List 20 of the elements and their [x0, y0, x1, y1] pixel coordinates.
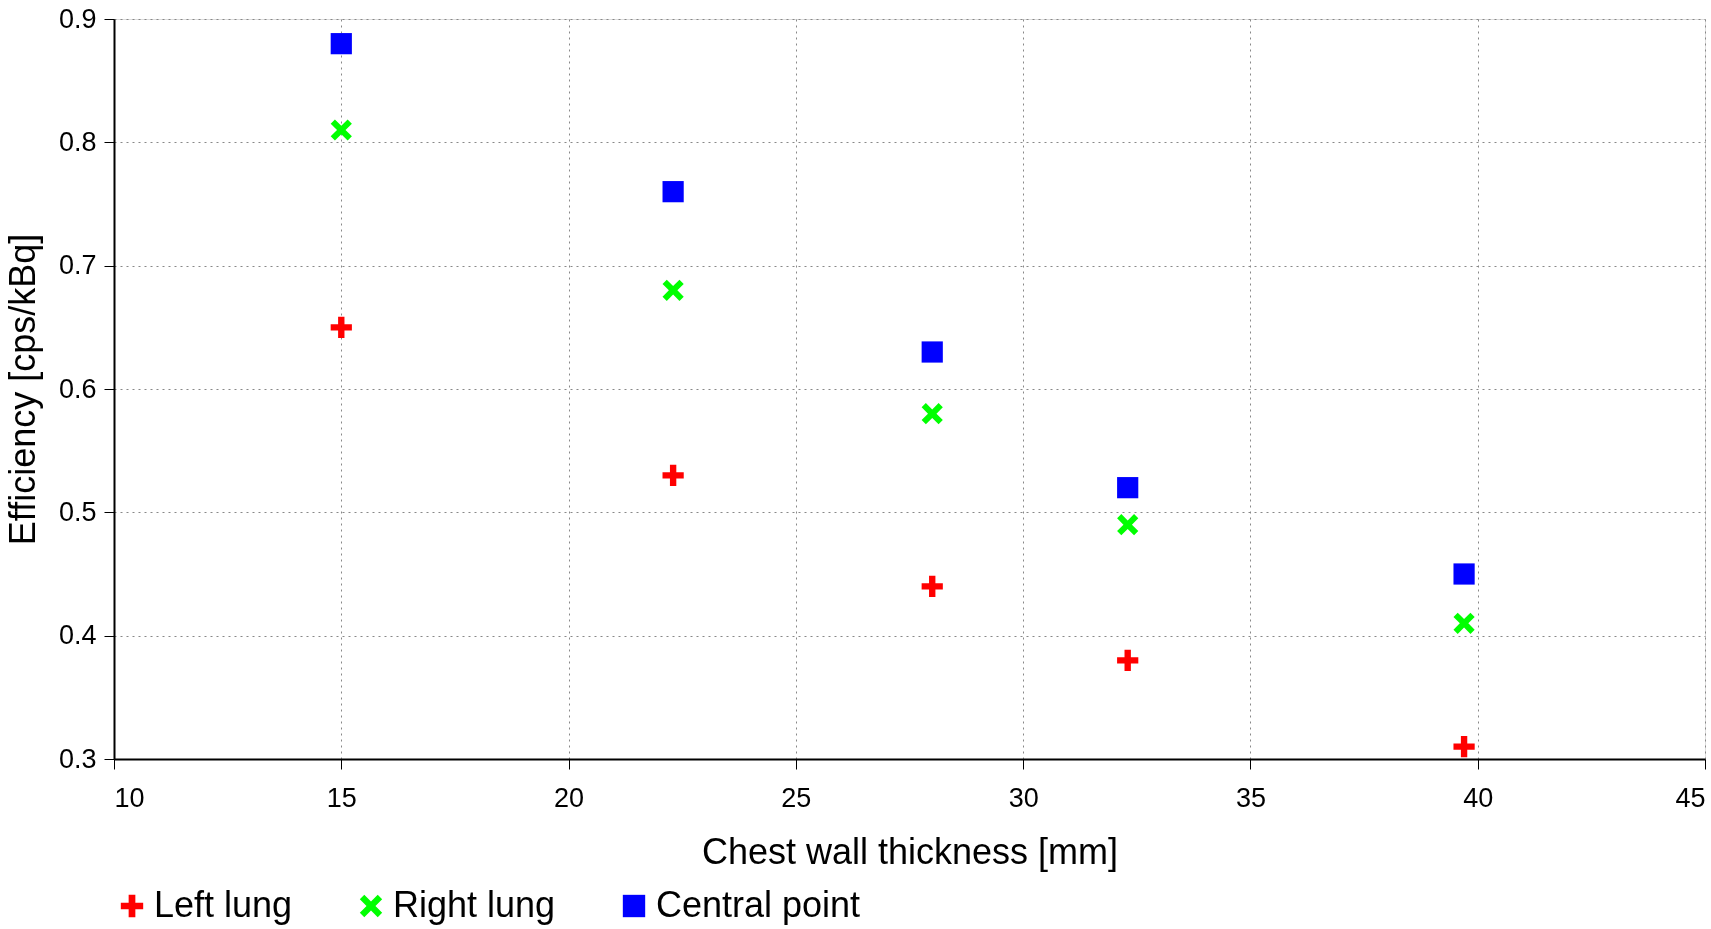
y-tick-label: 0.3: [58, 743, 97, 774]
x-tick-label: 25: [781, 782, 812, 813]
x-tick-label: 40: [1463, 782, 1494, 813]
x-tick-label: 15: [326, 782, 357, 813]
legend-label: Left lung: [154, 884, 293, 925]
x-tick-label: 45: [1675, 782, 1706, 813]
y-axis-title: Efficiency [cps/kBq]: [1, 233, 43, 546]
y-tick-label: 0.7: [58, 250, 97, 281]
x-tick-label: 10: [114, 782, 145, 813]
x-tick-label: 35: [1235, 782, 1266, 813]
legend-label: Central point: [656, 884, 861, 925]
y-tick-label: 0.6: [58, 373, 97, 404]
y-tick-label: 0.4: [58, 620, 97, 651]
x-axis-title: Chest wall thickness [mm]: [701, 830, 1119, 872]
x-tick-label: 20: [554, 782, 585, 813]
y-tick-label: 0.5: [58, 496, 97, 527]
y-tick-label: 0.8: [58, 126, 97, 157]
x-tick-label: 30: [1008, 782, 1039, 813]
legend-label: Right lung: [393, 884, 556, 925]
y-tick-label: 0.9: [58, 3, 97, 34]
